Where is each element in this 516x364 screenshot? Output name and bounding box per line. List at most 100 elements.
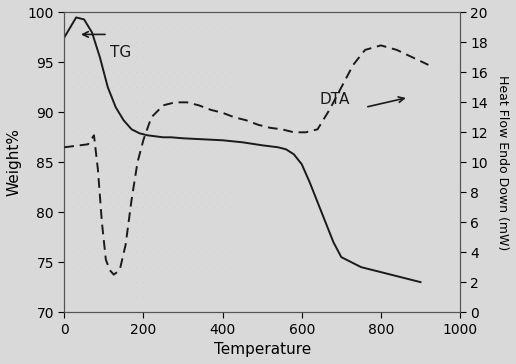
Point: [242, 309, 250, 315]
Point: [448, 129, 456, 135]
Point: [337, 40, 345, 46]
Point: [289, 264, 298, 270]
Point: [250, 189, 259, 195]
Point: [345, 99, 353, 105]
Point: [424, 204, 432, 210]
Point: [100, 9, 108, 15]
Point: [108, 174, 116, 180]
Point: [139, 234, 148, 240]
Point: [155, 279, 164, 285]
Point: [100, 264, 108, 270]
Point: [400, 99, 409, 105]
Point: [282, 55, 290, 60]
Point: [393, 114, 401, 120]
Point: [432, 55, 441, 60]
Point: [400, 129, 409, 135]
Point: [116, 55, 124, 60]
Y-axis label: Weight%: Weight%: [7, 128, 22, 196]
Point: [353, 279, 361, 285]
Point: [266, 9, 274, 15]
Point: [155, 9, 164, 15]
Point: [116, 99, 124, 105]
Point: [369, 249, 377, 255]
Point: [68, 264, 76, 270]
Point: [400, 204, 409, 210]
Point: [353, 145, 361, 150]
Point: [369, 174, 377, 180]
Point: [377, 24, 385, 30]
Point: [234, 279, 243, 285]
Point: [218, 234, 227, 240]
Point: [440, 219, 448, 225]
Point: [337, 159, 345, 165]
Point: [92, 279, 100, 285]
Point: [282, 70, 290, 75]
Point: [448, 264, 456, 270]
Point: [242, 129, 250, 135]
Point: [400, 84, 409, 90]
Point: [274, 99, 282, 105]
Point: [147, 249, 155, 255]
Point: [60, 174, 69, 180]
Point: [409, 70, 417, 75]
Point: [369, 219, 377, 225]
Point: [400, 309, 409, 315]
Point: [234, 99, 243, 105]
Point: [92, 264, 100, 270]
Point: [171, 204, 179, 210]
Point: [132, 174, 140, 180]
Point: [274, 129, 282, 135]
Point: [250, 294, 259, 300]
Point: [432, 294, 441, 300]
Point: [282, 219, 290, 225]
Point: [132, 234, 140, 240]
Point: [100, 249, 108, 255]
Point: [432, 174, 441, 180]
Point: [195, 189, 203, 195]
Point: [289, 174, 298, 180]
Point: [195, 204, 203, 210]
Point: [385, 55, 393, 60]
Point: [147, 234, 155, 240]
Point: [84, 294, 92, 300]
Point: [227, 159, 235, 165]
Point: [361, 99, 369, 105]
Point: [274, 189, 282, 195]
Point: [250, 249, 259, 255]
Point: [393, 279, 401, 285]
Point: [305, 55, 314, 60]
Point: [242, 234, 250, 240]
Point: [179, 219, 187, 225]
Point: [60, 145, 69, 150]
Point: [409, 234, 417, 240]
Point: [274, 55, 282, 60]
Point: [424, 24, 432, 30]
Point: [298, 84, 306, 90]
Point: [68, 219, 76, 225]
Point: [203, 204, 211, 210]
Point: [132, 70, 140, 75]
Point: [234, 145, 243, 150]
Point: [353, 159, 361, 165]
Point: [100, 24, 108, 30]
Point: [448, 204, 456, 210]
Point: [203, 234, 211, 240]
Point: [337, 84, 345, 90]
Point: [353, 249, 361, 255]
Point: [203, 24, 211, 30]
Point: [282, 129, 290, 135]
Point: [377, 234, 385, 240]
Point: [266, 145, 274, 150]
Point: [393, 70, 401, 75]
Point: [250, 234, 259, 240]
Point: [440, 114, 448, 120]
Point: [385, 279, 393, 285]
Point: [289, 309, 298, 315]
Point: [448, 24, 456, 30]
Point: [116, 309, 124, 315]
Point: [84, 99, 92, 105]
Point: [250, 129, 259, 135]
Point: [84, 40, 92, 46]
Point: [108, 294, 116, 300]
Point: [385, 24, 393, 30]
